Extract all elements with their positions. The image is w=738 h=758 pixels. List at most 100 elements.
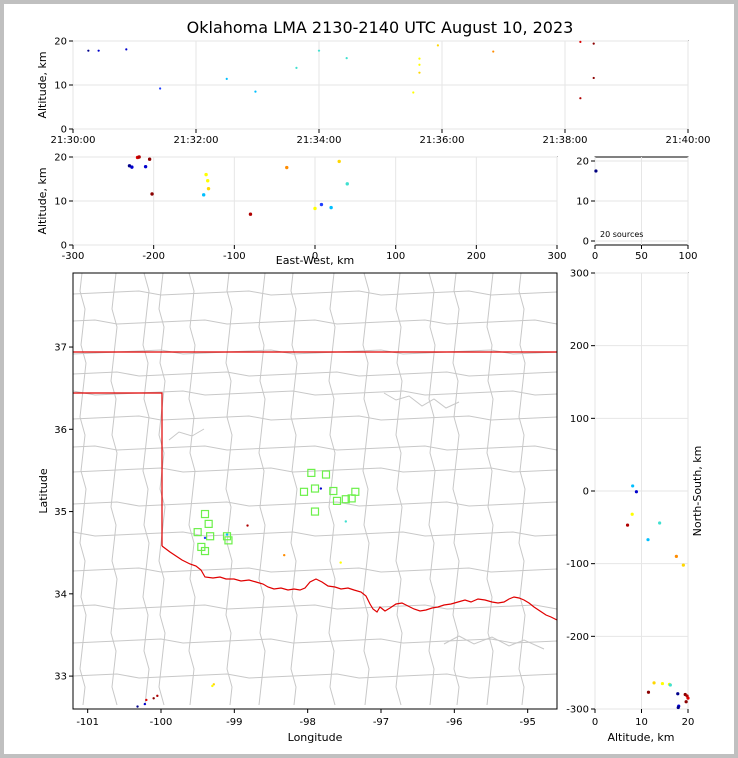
data-point	[345, 182, 349, 186]
station-marker	[206, 532, 215, 541]
y-axis-label: North-South, km	[691, 446, 704, 537]
data-point	[156, 694, 159, 698]
data-point	[206, 179, 210, 183]
data-point	[137, 155, 141, 159]
ticks: 0 50 100 0 10 20	[576, 157, 697, 263]
tick-label: 0	[592, 717, 598, 728]
data-point	[317, 49, 321, 52]
x-axis-label: East-West, km	[276, 254, 354, 267]
data-point	[630, 512, 634, 516]
county-line	[73, 390, 557, 396]
tick-label: 0	[312, 251, 318, 262]
data-point	[684, 700, 688, 704]
county-line	[142, 273, 150, 706]
data-point	[150, 192, 154, 196]
county-line	[73, 290, 557, 296]
tick-label: -100	[150, 717, 173, 728]
ticks: 21:30:00 21:32:00 21:34:00 21:36:00 21:38:00…	[51, 37, 711, 147]
data-point	[147, 157, 152, 161]
tick-label: 50	[635, 251, 648, 262]
panhandle-border	[73, 392, 163, 546]
data-point	[130, 165, 134, 169]
data-point	[145, 698, 148, 702]
data-point	[646, 538, 650, 542]
figure-title: Oklahoma LMA 2130-2140 UTC August 10, 20…	[187, 18, 574, 37]
data-point	[225, 533, 229, 536]
tick-label: 200	[570, 341, 589, 352]
station-marker	[204, 519, 213, 529]
county-line	[225, 273, 233, 706]
tick-label: -200	[566, 632, 589, 643]
panel-time-height: 21:30:00 21:32:00 21:34:00 21:36:00 21:38:00…	[36, 37, 710, 147]
grid	[72, 40, 689, 130]
tick-label: -200	[142, 251, 165, 262]
tick-label: 37	[54, 343, 67, 354]
tick-label: 0	[61, 125, 67, 136]
tick-label: 10	[54, 81, 67, 92]
data-point	[143, 164, 148, 169]
lma-stations	[193, 468, 360, 556]
tick-label: 10	[576, 197, 589, 208]
data-point	[203, 536, 207, 540]
station-marker	[200, 509, 210, 519]
tick-label: -99	[226, 717, 242, 728]
tick-label: 35	[54, 507, 67, 518]
tick-label: 200	[467, 251, 486, 262]
tick-label: -100	[223, 251, 246, 262]
tick-label: -95	[519, 717, 535, 728]
county-line	[362, 273, 370, 706]
station-marker	[222, 532, 232, 541]
state-boundaries	[73, 351, 557, 621]
data-points	[625, 484, 690, 710]
county-line	[73, 319, 557, 325]
tick-label: -101	[76, 717, 99, 728]
data-point	[152, 697, 155, 700]
county-line	[73, 371, 557, 377]
tick-label: 34	[54, 589, 67, 600]
tick-label: 0	[583, 487, 589, 498]
data-point	[319, 202, 324, 207]
tick-label: -96	[446, 717, 462, 728]
data-point	[579, 97, 582, 100]
data-point	[143, 702, 147, 706]
panel-border	[72, 272, 558, 710]
tick-label: -97	[373, 717, 389, 728]
red-river-border	[161, 545, 557, 621]
data-point	[225, 77, 228, 80]
data-point	[87, 49, 90, 52]
source-count-annotation: 20 sources	[600, 230, 643, 239]
panel-ew-height: -300 -200 -100 0 100 200 300 0 10 20 Altitude, km…	[36, 153, 567, 268]
data-point	[345, 57, 348, 60]
tick-label: 21:30:00	[51, 135, 96, 146]
y-axis-label: Altitude, km	[36, 51, 49, 118]
data-point	[285, 165, 289, 170]
county-line	[428, 273, 436, 706]
data-point	[625, 523, 630, 527]
data-point	[418, 63, 421, 66]
station-marker	[310, 507, 320, 516]
data-point	[295, 66, 298, 69]
data-point	[658, 521, 662, 525]
tick-label: 21:36:00	[420, 135, 465, 146]
data-point	[313, 206, 317, 211]
map-sources	[136, 487, 347, 708]
station-marker	[224, 536, 233, 545]
data-point	[686, 696, 690, 700]
tick-label: 300	[570, 269, 589, 280]
county-line	[443, 635, 545, 650]
county-line	[290, 273, 298, 706]
tick-label: 10	[635, 717, 648, 728]
county-boundaries	[73, 273, 557, 706]
county-line	[73, 349, 557, 355]
county-line	[73, 445, 557, 451]
county-line	[158, 273, 166, 706]
county-line	[452, 273, 460, 706]
data-point	[592, 76, 595, 80]
data-point	[436, 44, 439, 47]
data-point	[201, 193, 206, 197]
data-point	[594, 169, 598, 173]
station-marker	[310, 484, 320, 493]
station-marker	[329, 486, 338, 496]
data-points	[127, 155, 349, 216]
county-line	[73, 531, 557, 537]
